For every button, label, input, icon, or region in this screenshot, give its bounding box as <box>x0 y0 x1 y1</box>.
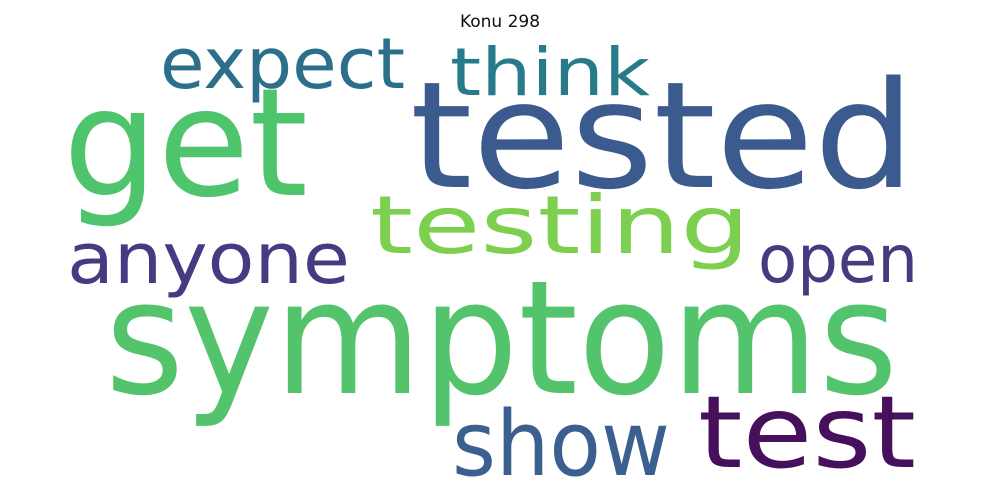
word-anyone: anyone <box>67 218 350 300</box>
word-open: open <box>758 221 918 298</box>
word-symptoms: symptoms <box>105 247 898 431</box>
word-test: test <box>698 374 916 491</box>
word-get: get <box>63 57 308 231</box>
chart-title: Konu 298 <box>459 12 541 32</box>
word-expect: expect <box>160 23 405 105</box>
word-show: show <box>452 392 670 497</box>
word-think: think <box>450 34 651 111</box>
word-tested: tested <box>410 50 915 222</box>
word-testing: testing <box>370 179 750 272</box>
